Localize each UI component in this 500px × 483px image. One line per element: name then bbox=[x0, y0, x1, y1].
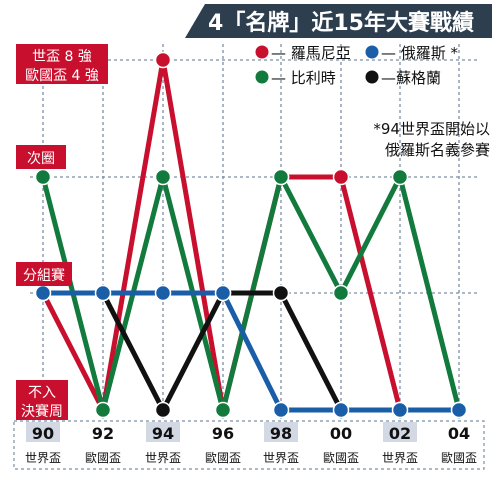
y-level-label: 不入 bbox=[28, 385, 56, 401]
y-level-box bbox=[16, 145, 66, 169]
data-point-俄羅斯-94 bbox=[154, 284, 172, 302]
data-point-俄羅斯-98 bbox=[272, 401, 290, 419]
chart-title: 4「名牌」近15年大賽戰績 bbox=[208, 10, 474, 36]
x-tick-bg bbox=[146, 422, 180, 442]
data-point-俄羅斯-92 bbox=[94, 284, 112, 302]
x-tick-tournament: 歐國盃 bbox=[205, 450, 241, 465]
data-point-比利時-00 bbox=[332, 284, 350, 302]
data-point-俄羅斯-00 bbox=[332, 401, 350, 419]
data-point-羅馬尼亞-94 bbox=[154, 51, 172, 69]
data-point-俄羅斯-90 bbox=[34, 284, 52, 302]
title-banner bbox=[185, 4, 492, 38]
x-tick-bg bbox=[383, 422, 417, 442]
x-tick-tournament: 世界盃 bbox=[382, 451, 418, 465]
legend-label-比利時: — 比利時 bbox=[271, 69, 336, 87]
legend: — 羅馬尼亞 — 比利時 —蘇格蘭 — 俄羅斯 * bbox=[255, 44, 459, 87]
legend-marker-比利時 bbox=[255, 70, 269, 84]
data-point-比利時-90 bbox=[34, 168, 52, 186]
y-level-label: 世盃 8 強 bbox=[32, 49, 92, 65]
x-tick-year: 02 bbox=[389, 424, 411, 443]
x-tick-tournament: 歐國盃 bbox=[323, 450, 359, 465]
y-level-box bbox=[16, 262, 72, 286]
x-tick-band: 90 世界盃 92 歐國盃 94 世界盃 96 歐國盃 98 世界盃 00 歐國盃 02 世界盃 04 歐國盃 bbox=[13, 420, 485, 470]
x-tick-tournament: 歐國盃 bbox=[441, 450, 477, 465]
data-point-比利時-96 bbox=[214, 401, 232, 419]
data-point-俄羅斯-02 bbox=[391, 401, 409, 419]
x-tick-year: 92 bbox=[92, 424, 114, 443]
series-lines bbox=[34, 51, 468, 419]
x-tick-year: 00 bbox=[330, 424, 352, 443]
x-tick-bg bbox=[26, 422, 60, 442]
legend-marker-羅馬尼亞 bbox=[255, 45, 269, 59]
data-point-蘇格蘭-94 bbox=[154, 401, 172, 419]
legend-label-蘇格蘭: —蘇格蘭 bbox=[381, 69, 441, 87]
data-point-比利時-94 bbox=[154, 168, 172, 186]
x-tick-tournament: 世界盃 bbox=[263, 451, 299, 465]
legend-label-羅馬尼亞: — 羅馬尼亞 bbox=[271, 44, 351, 62]
data-point-俄羅斯-96 bbox=[214, 284, 232, 302]
x-tick-tournament: 世界盃 bbox=[25, 451, 61, 465]
data-point-羅馬尼亞-00 bbox=[332, 168, 350, 186]
x-tick-bg bbox=[264, 422, 298, 442]
x-tick-year: 98 bbox=[270, 424, 292, 443]
x-tick-year: 96 bbox=[212, 424, 234, 443]
y-level-box bbox=[16, 380, 68, 420]
y-level-label: 決賽周 bbox=[21, 403, 63, 420]
y-level-box bbox=[16, 44, 108, 84]
y-level-label: 次圈 bbox=[27, 151, 55, 167]
data-point-蘇格蘭-98 bbox=[272, 284, 290, 302]
x-tick-year: 90 bbox=[32, 424, 54, 443]
x-tick-tournament: 世界盃 bbox=[145, 451, 181, 465]
series-line-羅馬尼亞 bbox=[40, 57, 459, 413]
footnote-line: 俄羅斯名義參賽 bbox=[385, 141, 490, 159]
series-line-俄羅斯 bbox=[43, 290, 459, 413]
x-tick-year: 04 bbox=[448, 424, 470, 443]
gridlines bbox=[30, 44, 478, 420]
y-level-label: 歐國盃 4 強 bbox=[25, 68, 99, 84]
data-point-比利時-92 bbox=[94, 401, 112, 419]
y-level-label: 分組賽 bbox=[23, 267, 65, 284]
footnote-line: *94世界盃開始以 bbox=[373, 120, 490, 138]
data-point-比利時-98 bbox=[272, 168, 290, 186]
data-point-俄羅斯-04 bbox=[450, 401, 468, 419]
data-point-比利時-02 bbox=[391, 168, 409, 186]
x-tick-tournament: 歐國盃 bbox=[85, 450, 121, 465]
x-tick-year: 94 bbox=[152, 424, 174, 443]
legend-marker-蘇格蘭 bbox=[365, 70, 379, 84]
legend-label-俄羅斯: — 俄羅斯 * bbox=[381, 44, 459, 62]
legend-marker-俄羅斯 bbox=[365, 45, 379, 59]
